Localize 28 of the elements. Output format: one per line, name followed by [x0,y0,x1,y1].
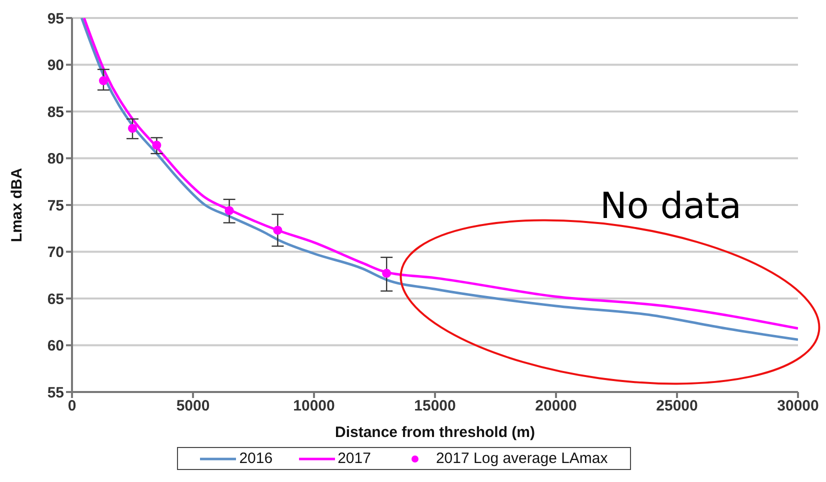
y-tick-label: 75 [47,197,64,214]
point [382,268,392,278]
y-tick-label: 85 [47,104,64,121]
point [273,226,282,235]
x-tick-label: 5000 [176,398,210,415]
y-tick-label: 65 [47,290,64,308]
x-tick-label: 10000 [293,398,335,415]
y-axis-title: Lmax dBA [8,168,26,242]
x-tick-label: 15000 [414,398,456,415]
x-axis-title: Distance from threshold (m) [334,424,536,441]
point [152,140,162,150]
legend-label: 2017 [336,450,371,467]
legend-label: 2017 Log average LAmax [434,450,608,467]
y-tick-label: 90 [47,57,64,74]
x-tick-label: 0 [68,398,76,415]
y-tick-label: 95 [47,10,64,28]
annotation: No data [600,186,742,227]
x-tick-label: 30000 [777,398,819,415]
x-tick-label: 25000 [656,398,698,415]
y-tick-label: 80 [47,150,64,168]
legend-label: 2016 [238,450,273,467]
y-tick-label: 70 [47,244,64,262]
x-tick-label: 20000 [535,398,577,415]
point [98,76,108,86]
y-tick-label: 55 [47,384,64,402]
point [224,206,234,216]
point [128,124,138,133]
y-tick-label: 60 [47,338,64,355]
